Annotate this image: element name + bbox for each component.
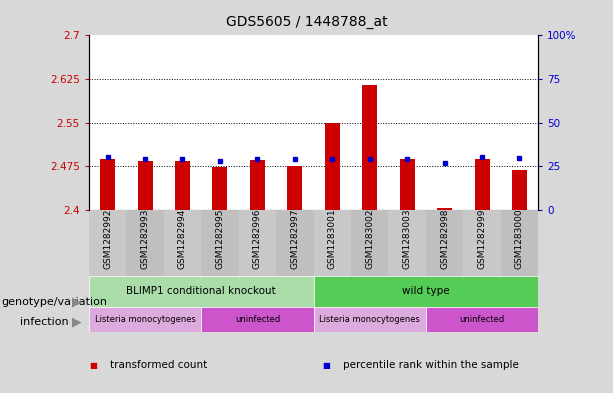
Bar [426,307,538,332]
Bar [314,210,351,275]
Bar [89,307,201,332]
Text: BLIMP1 conditional knockout: BLIMP1 conditional knockout [126,286,276,296]
Bar [276,210,313,275]
Bar [314,275,538,307]
Text: GDS5605 / 1448788_at: GDS5605 / 1448788_at [226,15,387,29]
Text: Listeria monocytogenes: Listeria monocytogenes [319,315,420,324]
Text: ▶: ▶ [72,315,82,329]
Bar [89,210,126,275]
Bar [89,275,314,307]
Bar [287,166,302,210]
Bar [325,123,340,210]
Bar [100,160,115,210]
Text: wild type: wild type [402,286,450,296]
Bar [137,161,153,210]
Text: genotype/variation: genotype/variation [1,297,107,307]
Bar [238,210,276,275]
Bar [201,210,238,275]
Bar [512,170,527,210]
Bar [362,85,377,210]
Bar [501,210,538,275]
Bar [474,160,490,210]
Bar [463,210,501,275]
Bar [389,210,426,275]
Text: uninfected: uninfected [235,315,280,324]
Text: infection: infection [20,317,68,327]
Text: ■: ■ [89,361,97,370]
Text: Listeria monocytogenes: Listeria monocytogenes [94,315,196,324]
Bar [250,160,265,210]
Bar [164,210,201,275]
Bar [175,161,190,210]
Text: percentile rank within the sample: percentile rank within the sample [343,360,519,371]
Bar [201,307,314,332]
Bar [126,210,164,275]
Text: ■: ■ [322,361,330,370]
Text: ▶: ▶ [72,295,82,309]
Text: transformed count: transformed count [110,360,208,371]
Text: uninfected: uninfected [459,315,504,324]
Bar [437,208,452,210]
Bar [351,210,389,275]
Bar [426,210,463,275]
Bar [314,307,426,332]
Bar [213,167,227,210]
Bar [400,160,414,210]
